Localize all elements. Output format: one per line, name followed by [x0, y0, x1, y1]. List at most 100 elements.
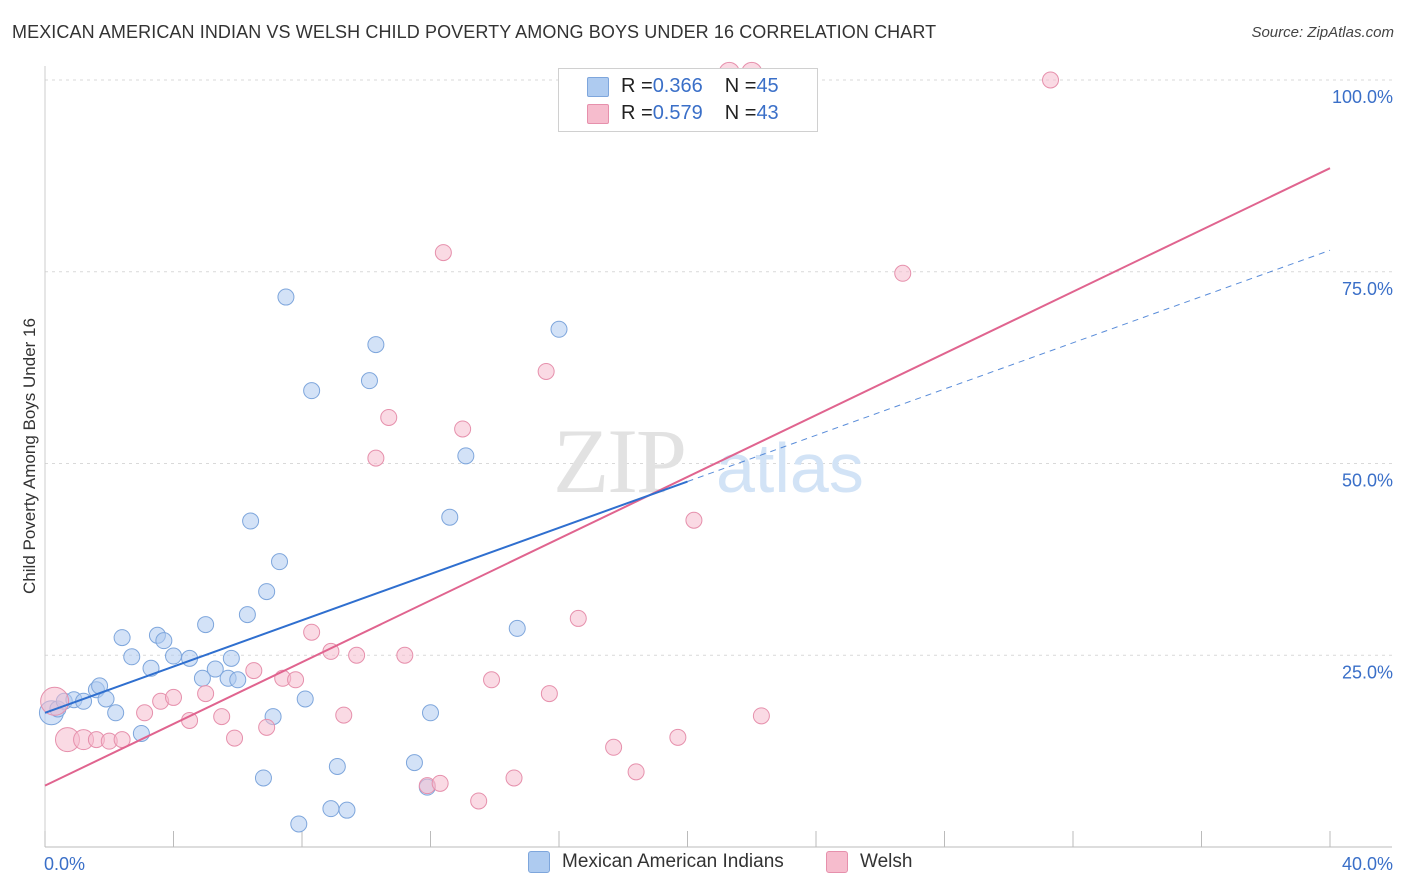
legend-swatch-blue — [528, 851, 550, 873]
data-point-welsh — [258, 718, 276, 736]
legend-swatch-blue — [587, 76, 609, 97]
data-point-welsh — [197, 685, 215, 703]
data-point-welsh — [605, 738, 623, 756]
series-welsh — [40, 61, 1060, 810]
tick-labels: 25.0% 50.0% 75.0% 100.0% 0.0% 40.0% — [44, 87, 1393, 874]
data-point-mexican-american-indians — [271, 553, 289, 571]
data-point-mexican-american-indians — [123, 648, 141, 666]
legend-r-label: R = — [621, 102, 653, 124]
trend-line-welsh — [44, 167, 1331, 787]
data-point-mexican-american-indians — [238, 606, 256, 624]
data-point-welsh — [627, 763, 645, 781]
x-tick-label: 40.0% — [1342, 854, 1393, 874]
data-point-mexican-american-indians — [290, 815, 308, 833]
data-point-mexican-american-indians — [457, 447, 475, 465]
data-point-welsh — [483, 671, 501, 689]
data-point-welsh — [348, 646, 366, 664]
data-point-mexican-american-indians — [508, 619, 526, 637]
data-point-welsh — [245, 662, 263, 680]
y-tick-label: 100.0% — [1332, 87, 1393, 107]
data-point-welsh — [434, 244, 452, 262]
data-point-welsh — [226, 729, 244, 747]
data-point-welsh — [569, 609, 587, 627]
data-point-mexican-american-indians — [222, 649, 240, 667]
data-point-welsh — [303, 623, 321, 641]
trend-layer — [44, 167, 1331, 787]
data-point-welsh — [505, 769, 523, 787]
bottom-legend-label: Welsh — [860, 851, 913, 872]
data-point-mexican-american-indians — [405, 754, 423, 772]
legend-swatch-pink — [826, 851, 848, 873]
data-point-mexican-american-indians — [328, 757, 346, 775]
data-point-mexican-american-indians — [155, 632, 173, 650]
data-point-welsh — [213, 708, 231, 726]
correlation-legend: R = 0.366 N = 45 R = 0.579 N = 43 — [558, 68, 818, 132]
data-point-mexican-american-indians — [107, 704, 125, 722]
data-point-mexican-american-indians — [303, 382, 321, 400]
chart-title: MEXICAN AMERICAN INDIAN VS WELSH CHILD P… — [12, 22, 937, 42]
data-point-welsh — [540, 685, 558, 703]
data-point-mexican-american-indians — [242, 512, 260, 530]
bottom-legend-label: Mexican American Indians — [562, 851, 784, 872]
data-point-welsh — [752, 707, 770, 725]
y-tick-label: 25.0% — [1342, 662, 1393, 682]
grid-layer — [45, 79, 1392, 656]
data-point-welsh — [1042, 71, 1060, 89]
legend-r-value: 0.366 — [652, 75, 703, 97]
trend-line-mexican-american-indians — [44, 480, 688, 714]
legend-row-series1: R = 0.366 N = 45 — [587, 75, 779, 98]
y-axis-label: Child Poverty Among Boys Under 16 — [20, 318, 39, 594]
data-point-mexican-american-indians — [229, 671, 247, 689]
data-point-mexican-american-indians — [422, 704, 439, 722]
data-point-welsh — [431, 774, 449, 792]
data-point-mexican-american-indians — [277, 288, 295, 306]
bottom-legend-series2: Welsh — [826, 851, 912, 873]
data-point-welsh — [894, 264, 912, 282]
trend-line-mexican-american-indians-extension — [687, 249, 1331, 482]
data-point-mexican-american-indians — [322, 800, 340, 818]
data-point-welsh — [470, 792, 488, 810]
data-point-welsh — [396, 646, 414, 664]
data-point-mexican-american-indians — [165, 647, 182, 665]
data-point-mexican-american-indians — [197, 616, 215, 634]
data-point-welsh — [335, 706, 353, 724]
source-note: Source: ZipAtlas.com — [1251, 24, 1394, 41]
legend-n-label: N = — [724, 102, 757, 124]
x-tick-label: 0.0% — [44, 854, 85, 874]
legend-swatch-pink — [587, 103, 609, 124]
data-point-mexican-american-indians — [254, 769, 272, 787]
data-point-welsh — [685, 511, 703, 529]
legend-r-label: R = — [621, 75, 653, 97]
data-point-mexican-american-indians — [441, 508, 459, 526]
y-tick-label: 50.0% — [1342, 471, 1393, 491]
y-tick-label: 75.0% — [1342, 279, 1393, 299]
data-point-welsh — [181, 711, 199, 729]
legend-n-value: 45 — [756, 75, 779, 97]
data-point-mexican-american-indians — [367, 336, 385, 354]
data-point-mexican-american-indians — [550, 320, 568, 338]
data-point-mexican-american-indians — [113, 629, 131, 647]
watermark-zip: ZIP — [553, 410, 685, 512]
legend-n-value: 43 — [756, 102, 779, 124]
data-point-welsh — [367, 449, 385, 467]
data-point-welsh — [537, 362, 555, 380]
data-point-welsh — [165, 688, 182, 706]
data-point-welsh — [380, 408, 398, 426]
bottom-legend-series1: Mexican American Indians — [528, 851, 784, 873]
legend-n-label: N = — [724, 75, 757, 97]
data-point-welsh — [40, 686, 70, 716]
data-point-mexican-american-indians — [258, 583, 276, 601]
data-point-mexican-american-indians — [338, 801, 356, 819]
data-point-welsh — [454, 420, 472, 438]
data-point-welsh — [669, 728, 687, 746]
data-point-welsh — [287, 671, 305, 689]
watermark: ZIP atlas — [553, 410, 864, 512]
data-point-mexican-american-indians — [296, 690, 314, 708]
data-point-welsh — [136, 704, 154, 722]
legend-r-value: 0.579 — [652, 102, 703, 124]
watermark-atlas: atlas — [716, 429, 864, 507]
data-point-mexican-american-indians — [360, 372, 378, 390]
data-point-mexican-american-indians — [206, 660, 224, 678]
legend-row-series2: R = 0.579 N = 43 — [587, 102, 779, 125]
